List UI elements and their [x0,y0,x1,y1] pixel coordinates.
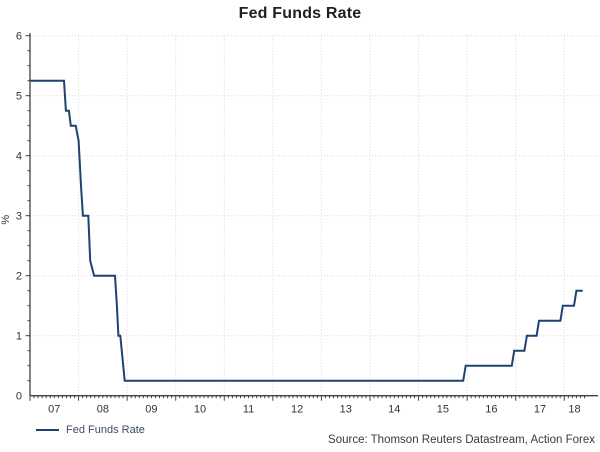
y-tick-label: 2 [16,271,22,283]
x-tick-label: 16 [485,404,497,416]
legend-line-swatch [36,429,59,431]
x-tick-label: 08 [97,404,109,416]
x-tick-label: 10 [194,404,206,416]
x-tick-label: 15 [437,404,449,416]
y-tick-label: 3 [16,211,22,223]
x-tick-label: 09 [145,404,157,416]
y-tick-label: 5 [16,91,22,103]
legend-label: Fed Funds Rate [66,424,145,436]
x-tick-label: 12 [291,404,303,416]
x-tick-label: 07 [48,404,60,416]
x-tick-label: 14 [388,404,400,416]
legend: Fed Funds Rate [36,423,145,437]
x-tick-label: 17 [534,404,546,416]
y-tick-label: 4 [16,151,22,163]
source-credit: Source: Thomson Reuters Datastream, Acti… [328,434,595,446]
x-tick-label: 13 [340,404,352,416]
y-tick-label: 0 [16,391,22,403]
y-axis-unit-label: % [0,215,12,225]
y-tick-label: 1 [16,331,22,343]
x-tick-label: 18 [568,404,580,416]
chart-title: Fed Funds Rate [238,5,362,22]
x-tick-label: 11 [243,404,254,416]
y-tick-label: 6 [16,31,22,43]
series-line-fed-funds-rate [30,79,583,382]
